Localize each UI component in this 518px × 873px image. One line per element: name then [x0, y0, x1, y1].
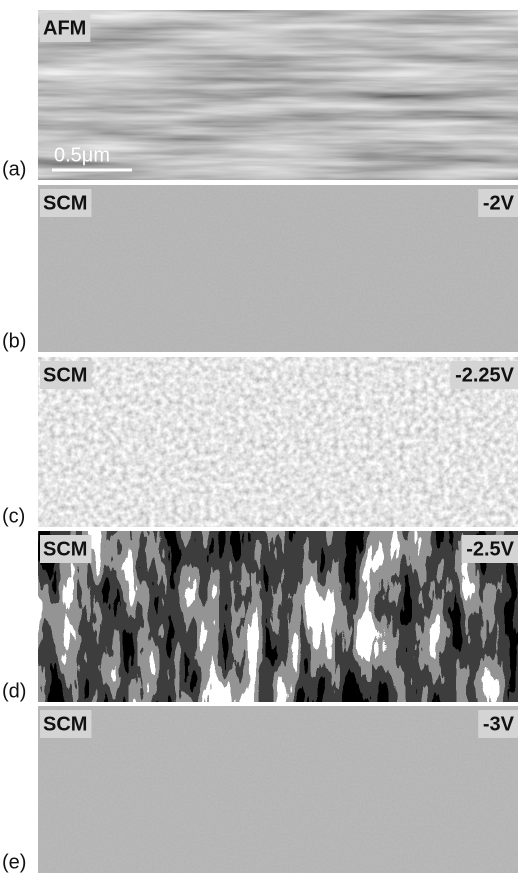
panel: (a) AFM 0.5μm [2, 10, 518, 180]
mode-label: SCM [43, 713, 87, 735]
voltage-label: -3V [483, 713, 515, 735]
mode-label: AFM [43, 17, 86, 39]
mode-label: SCM [43, 538, 87, 560]
scale-bar-label: 0.5μm [54, 144, 110, 166]
panel-label: (d) [2, 680, 26, 702]
mode-label: SCM [43, 192, 87, 214]
panel: (b) SCM -2V [2, 185, 518, 352]
micrograph [38, 10, 518, 180]
tag-box [478, 710, 518, 738]
tag-box [461, 535, 518, 563]
micrograph [38, 531, 518, 702]
panel: (c) SCM -2.25V [2, 357, 518, 527]
panel: (e) SCM -3V [2, 706, 518, 873]
panel-label: (c) [2, 505, 25, 527]
tag-box [40, 189, 92, 217]
panel-label: (e) [2, 851, 26, 873]
panel-label: (b) [2, 330, 26, 352]
tag-box [450, 361, 518, 389]
tag-box [40, 535, 92, 563]
tag-box [40, 14, 91, 42]
micrograph [38, 357, 518, 527]
voltage-label: -2.25V [455, 364, 515, 386]
tag-box [478, 189, 518, 217]
tag-box [40, 361, 92, 389]
voltage-label: -2V [483, 192, 515, 214]
tag-box [40, 710, 92, 738]
micrograph [38, 706, 518, 873]
panel: (d) SCM -2.5V [2, 531, 518, 702]
voltage-label: -2.5V [466, 538, 514, 560]
panels: (a) AFM 0.5μm (b) SCM -2V (c) SCM -2.25V (d) SCM -2… [2, 10, 518, 873]
panel-label: (a) [2, 158, 26, 180]
micrograph [38, 185, 518, 352]
mode-label: SCM [43, 364, 87, 386]
